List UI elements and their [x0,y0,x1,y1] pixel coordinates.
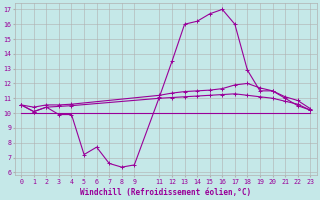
X-axis label: Windchill (Refroidissement éolien,°C): Windchill (Refroidissement éolien,°C) [80,188,251,197]
